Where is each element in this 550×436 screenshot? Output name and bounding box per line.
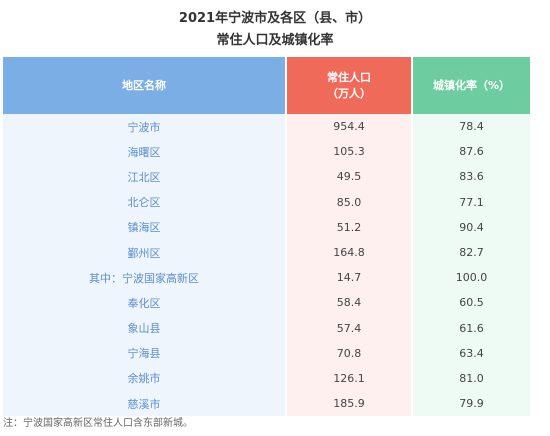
- cell-urbanization: 78.4: [412, 114, 530, 140]
- cell-region: 鄞州区: [3, 239, 287, 266]
- cell-region: 奉化区: [3, 290, 287, 316]
- header-population-line2: （万人）: [327, 86, 371, 100]
- cell-region: 慈溪市: [3, 391, 287, 417]
- cell-urbanization: 83.6: [412, 164, 530, 190]
- cell-population: 954.4: [286, 114, 413, 140]
- cell-population: 185.9: [286, 391, 413, 417]
- cell-urbanization: 87.6: [412, 139, 530, 165]
- cell-population: 164.8: [286, 239, 413, 266]
- cell-population: 49.5: [286, 164, 413, 190]
- header-urbanization: 城镇化率（%）: [412, 57, 530, 114]
- cell-urbanization: 61.6: [412, 315, 530, 341]
- cell-region: 北仑区: [3, 189, 287, 215]
- table-row: 象山县 57.4 61.6: [3, 315, 530, 341]
- cell-region: 江北区: [3, 164, 287, 190]
- cell-urbanization: 63.4: [412, 340, 530, 366]
- cell-region: 其中：宁波国家高新区: [3, 265, 287, 291]
- cell-population: 105.3: [286, 139, 413, 165]
- table-row: 其中：宁波国家高新区 14.7 100.0: [3, 265, 530, 291]
- cell-population: 57.4: [286, 315, 413, 341]
- cell-population: 85.0: [286, 189, 413, 215]
- table-header: 地区名称 常住人口 （万人） 城镇化率（%）: [3, 57, 530, 114]
- cell-region: 宁海县: [3, 340, 287, 366]
- table-title-line1: 2021年宁波市及各区（县、市）: [178, 11, 372, 26]
- cell-urbanization: 82.7: [412, 239, 530, 266]
- cell-urbanization: 77.1: [412, 189, 530, 215]
- header-region: 地区名称: [3, 57, 287, 114]
- cell-region: 余姚市: [3, 365, 287, 392]
- header-population: 常住人口 （万人）: [286, 57, 413, 114]
- cell-population: 70.8: [286, 340, 413, 366]
- cell-urbanization: 60.5: [412, 290, 530, 316]
- footnote: 注：宁波国家高新区常住人口含东部新城。: [3, 418, 193, 429]
- table-row: 海曙区 105.3 87.6: [3, 139, 530, 165]
- header-row: 地区名称 常住人口 （万人） 城镇化率（%）: [3, 57, 530, 114]
- table-row: 宁波市 954.4 78.4: [3, 114, 530, 140]
- cell-population: 14.7: [286, 265, 413, 291]
- table-row: 奉化区 58.4 60.5: [3, 290, 530, 316]
- table-row: 余姚市 126.1 81.0: [3, 365, 530, 392]
- cell-region: 象山县: [3, 315, 287, 341]
- cell-urbanization: 81.0: [412, 365, 530, 392]
- cell-region: 镇海区: [3, 214, 287, 240]
- header-population-line1: 常住人口: [327, 70, 371, 84]
- table-body: 宁波市 954.4 78.4 海曙区 105.3 87.6 江北区 49.5 8…: [3, 114, 530, 417]
- table-row: 宁海县 70.8 63.4: [3, 340, 530, 366]
- cell-population: 126.1: [286, 365, 413, 392]
- cell-region: 宁波市: [3, 114, 287, 140]
- cell-urbanization: 100.0: [412, 265, 530, 291]
- table-row: 鄞州区 164.8 82.7: [3, 239, 530, 266]
- table-row: 江北区 49.5 83.6: [3, 164, 530, 190]
- cell-urbanization: 79.9: [412, 391, 530, 417]
- cell-region: 海曙区: [3, 139, 287, 165]
- table-title-line2: 常住人口及城镇化率: [216, 33, 334, 48]
- cell-urbanization: 90.4: [412, 214, 530, 240]
- table-row: 北仑区 85.0 77.1: [3, 189, 530, 215]
- statistics-table: 地区名称 常住人口 （万人） 城镇化率（%） 宁波市 954.4 78.4 海曙…: [3, 57, 530, 417]
- table-row: 镇海区 51.2 90.4: [3, 214, 530, 240]
- cell-population: 51.2: [286, 214, 413, 240]
- table-row: 慈溪市 185.9 79.9: [3, 391, 530, 417]
- cell-population: 58.4: [286, 290, 413, 316]
